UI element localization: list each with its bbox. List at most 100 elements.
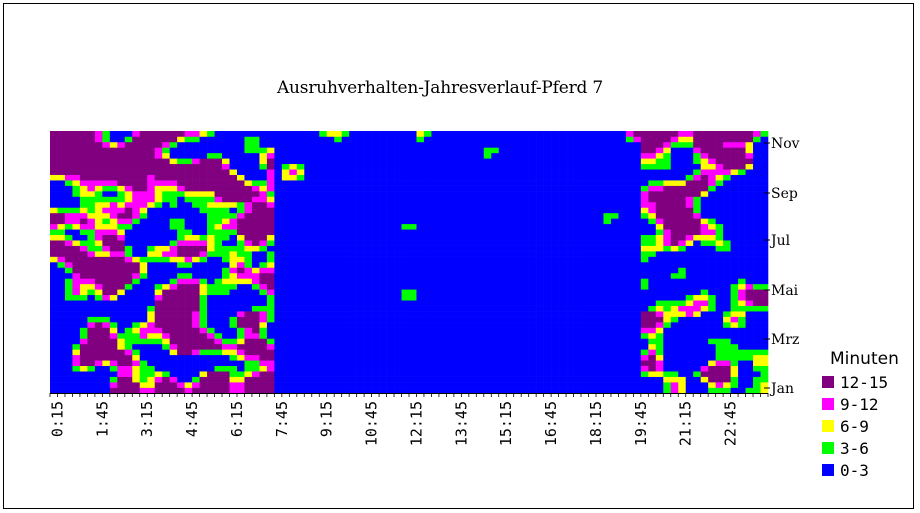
heatmap-cell <box>595 245 604 252</box>
heatmap-cell <box>498 196 507 203</box>
heatmap-cell <box>124 191 133 197</box>
heatmap-cell <box>132 169 141 175</box>
heatmap-cell <box>581 240 589 246</box>
heatmap-cell <box>438 376 447 383</box>
heatmap-cell <box>401 283 410 290</box>
heatmap-cell <box>386 169 395 175</box>
heatmap-cell <box>581 136 589 143</box>
heatmap-cell <box>147 158 156 165</box>
heatmap-cell <box>543 223 552 230</box>
heatmap-cell <box>438 223 447 230</box>
heatmap-cell <box>154 131 163 137</box>
heatmap-cell <box>760 245 769 252</box>
heatmap-cell <box>543 294 552 301</box>
heatmap-cell <box>244 387 253 394</box>
heatmap-cell <box>64 207 73 214</box>
heatmap-cell <box>655 158 664 165</box>
heatmap-cell <box>259 311 268 317</box>
heatmap-cell <box>296 251 305 257</box>
heatmap-cell <box>693 376 701 383</box>
heatmap-cell <box>222 278 230 285</box>
heatmap-cell <box>693 207 701 214</box>
heatmap-cell <box>491 354 500 361</box>
heatmap-cell <box>640 180 649 186</box>
heatmap-cell <box>356 327 365 334</box>
heatmap-cell <box>506 180 515 186</box>
heatmap-cell <box>566 327 574 334</box>
heatmap-cell <box>543 332 552 339</box>
heatmap-cell <box>102 251 111 257</box>
heatmap-cell <box>94 174 103 181</box>
heatmap-cell <box>199 223 208 230</box>
heatmap-cell <box>394 152 402 159</box>
heatmap-cell <box>259 147 268 154</box>
heatmap-cell <box>745 278 754 285</box>
heatmap-cell <box>117 256 126 263</box>
heatmap-cell <box>543 234 552 241</box>
heatmap-cell <box>543 174 552 181</box>
heatmap-cell <box>536 212 544 219</box>
heatmap-cell <box>177 229 185 236</box>
heatmap-cell <box>371 256 380 263</box>
heatmap-cell <box>693 371 701 377</box>
heatmap-cell <box>558 360 567 367</box>
heatmap-cell <box>401 223 410 230</box>
heatmap-cell <box>558 201 567 208</box>
heatmap-cell <box>207 141 215 148</box>
heatmap-cell <box>543 163 552 170</box>
heatmap-cell <box>476 349 485 356</box>
heatmap-cell <box>229 234 238 241</box>
heatmap-cell <box>663 332 672 339</box>
heatmap-cell <box>109 191 118 197</box>
heatmap-cell <box>468 305 477 312</box>
heatmap-cell <box>326 245 335 252</box>
heatmap-cell <box>341 387 350 394</box>
heatmap-cell <box>603 349 612 356</box>
heatmap-cell <box>311 278 320 285</box>
heatmap-cell <box>326 305 335 312</box>
heatmap-cell <box>498 131 507 137</box>
heatmap-cell <box>618 343 627 350</box>
heatmap-cell <box>708 180 716 186</box>
heatmap-cell <box>319 327 328 334</box>
heatmap-cell <box>521 316 529 323</box>
heatmap-cell <box>289 196 298 203</box>
heatmap-cell <box>595 322 604 328</box>
heatmap-cell <box>236 131 245 137</box>
heatmap-cell <box>132 201 141 208</box>
heatmap-cell <box>543 131 552 137</box>
heatmap-cell <box>334 180 342 186</box>
heatmap-cell <box>476 218 485 225</box>
heatmap-cell <box>491 332 500 339</box>
heatmap-cell <box>640 300 649 306</box>
heatmap-cell <box>79 327 88 334</box>
heatmap-cell <box>251 354 260 361</box>
heatmap-cell <box>446 387 455 394</box>
heatmap-cell <box>304 163 313 170</box>
heatmap-cell <box>154 223 163 230</box>
heatmap-cell <box>244 136 253 143</box>
heatmap-cell <box>87 272 96 279</box>
heatmap-cell <box>588 223 597 230</box>
heatmap-cell <box>655 278 664 285</box>
heatmap-cell <box>655 169 664 175</box>
heatmap-cell <box>229 152 238 159</box>
heatmap-cell <box>266 180 275 186</box>
heatmap-cell <box>266 294 275 301</box>
heatmap-cell <box>513 196 522 203</box>
heatmap-cell <box>79 163 88 170</box>
heatmap-cell <box>678 191 687 197</box>
heatmap-cell <box>693 360 701 367</box>
heatmap-cell <box>431 360 440 367</box>
heatmap-cell <box>222 207 230 214</box>
heatmap-cell <box>177 382 185 388</box>
heatmap-cell <box>603 163 612 170</box>
heatmap-cell <box>678 229 687 236</box>
heatmap-cell <box>132 256 141 263</box>
heatmap-cell <box>416 294 425 301</box>
heatmap-cell <box>663 278 672 285</box>
heatmap-cell <box>595 234 604 241</box>
heatmap-cell <box>438 234 447 241</box>
heatmap-cell <box>483 212 492 219</box>
heatmap-cell <box>409 196 417 203</box>
